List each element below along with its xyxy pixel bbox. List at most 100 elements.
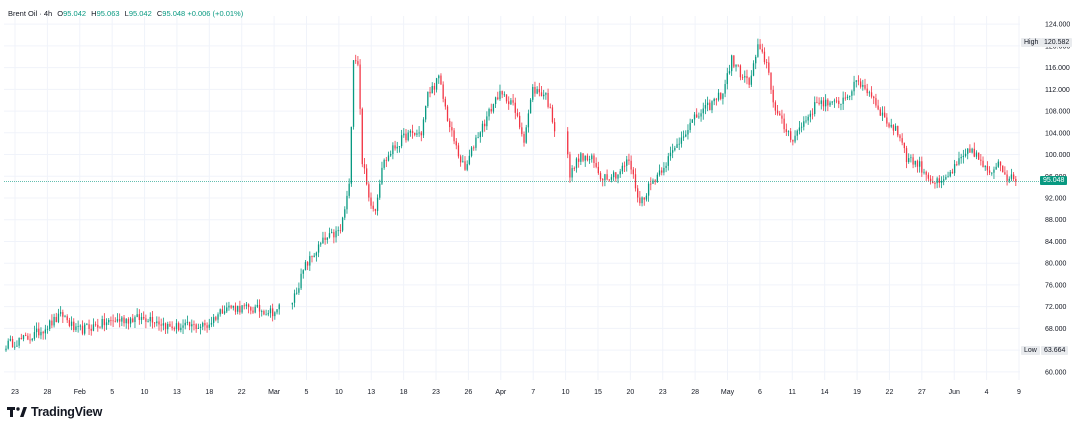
candle-body — [451, 127, 453, 131]
x-tick-label: 27 — [918, 389, 926, 396]
candle-body — [81, 325, 84, 334]
candle-body — [202, 323, 204, 327]
candle-body — [162, 323, 165, 326]
candle-body — [184, 322, 186, 326]
x-tick-label: 10 — [562, 389, 570, 396]
candle-body — [14, 346, 16, 348]
candle-body — [923, 171, 925, 173]
candle-body — [595, 163, 597, 167]
candle-body — [569, 154, 571, 178]
candle-body — [274, 312, 276, 317]
candle-body — [304, 262, 307, 271]
candle-body — [521, 127, 523, 135]
change-value: +0.006 (+0.01%) — [187, 9, 244, 18]
candle-body — [527, 113, 530, 128]
candle-body — [584, 155, 586, 161]
candle-body — [643, 197, 645, 200]
symbol-label: Brent Oil · 4h — [8, 9, 53, 18]
candle-body — [337, 230, 339, 232]
candle-body — [733, 55, 735, 67]
candle-body — [650, 183, 652, 185]
candle-body — [455, 141, 457, 146]
candle-body — [698, 116, 700, 118]
candle-body — [886, 117, 888, 124]
candle-body — [138, 314, 140, 320]
x-tick-label: 9 — [1017, 389, 1021, 396]
candle-body — [951, 171, 954, 174]
candle-body — [473, 147, 475, 149]
candle-body — [682, 136, 685, 138]
candle-body — [807, 116, 809, 121]
candle-body — [853, 81, 855, 92]
candle-body — [335, 230, 337, 238]
candle-body — [409, 131, 412, 133]
candle-body — [709, 102, 711, 111]
candle-body — [156, 321, 158, 324]
candle-body — [272, 308, 274, 317]
candle-body — [726, 73, 728, 85]
candle-body — [398, 146, 401, 147]
candle-body — [433, 85, 436, 90]
candle-body — [164, 323, 167, 330]
candle-body — [903, 142, 905, 149]
candle-body — [612, 172, 615, 178]
candle-body — [221, 309, 224, 314]
candle-body — [551, 107, 554, 123]
candle-body — [958, 158, 960, 165]
candle-body — [215, 317, 217, 320]
candle-body — [459, 156, 462, 163]
candle-body — [706, 102, 709, 106]
candle-body — [372, 205, 374, 209]
high-tag-value: 120.582 — [1044, 39, 1070, 46]
candle-body — [357, 61, 359, 65]
candle-body — [254, 306, 256, 313]
candle-body — [628, 159, 630, 161]
low-tag-label: Low — [1024, 347, 1037, 354]
candle-body — [486, 116, 488, 127]
candle-body — [997, 161, 999, 167]
x-tick-label: 28 — [691, 389, 699, 396]
candle-body — [1004, 172, 1006, 175]
candle-body — [755, 56, 757, 64]
tradingview-brand[interactable]: TradingView — [7, 405, 102, 419]
x-tick-label: 26 — [465, 389, 473, 396]
candle-body — [239, 305, 241, 313]
candle-body — [171, 326, 173, 329]
candle-body — [53, 316, 55, 326]
candle-body — [394, 145, 396, 149]
candle-body — [116, 319, 119, 322]
candle-body — [381, 167, 383, 184]
candle-body — [5, 348, 7, 351]
candle-body — [444, 98, 446, 107]
candle-body — [29, 339, 31, 341]
candle-body — [943, 179, 945, 181]
candle-body — [143, 316, 145, 319]
candle-body — [501, 91, 503, 95]
candle-body — [870, 92, 873, 97]
candle-body — [864, 85, 866, 89]
candle-body — [226, 307, 228, 312]
high-value-tag: 120.582 — [1041, 38, 1073, 47]
candle-body — [370, 197, 372, 206]
candle-body — [641, 197, 643, 204]
candle-body — [967, 148, 969, 154]
x-tick-label: Jun — [949, 389, 960, 396]
candle-body — [514, 102, 516, 113]
candle-body — [300, 273, 302, 289]
candle-body — [481, 123, 484, 133]
candle-body — [597, 166, 599, 174]
candle-body — [781, 115, 783, 119]
candle-body — [796, 130, 798, 136]
candle-body — [986, 165, 989, 171]
candle-body — [868, 92, 871, 94]
candle-body — [311, 256, 313, 258]
x-tick-label: 23 — [659, 389, 667, 396]
candle-body — [702, 108, 704, 114]
candle-body — [320, 243, 322, 245]
high-tag-label: High — [1024, 39, 1039, 46]
candle-body — [582, 153, 584, 161]
high-label: H — [91, 9, 97, 18]
y-tick-label: 80.000 — [1045, 261, 1067, 268]
